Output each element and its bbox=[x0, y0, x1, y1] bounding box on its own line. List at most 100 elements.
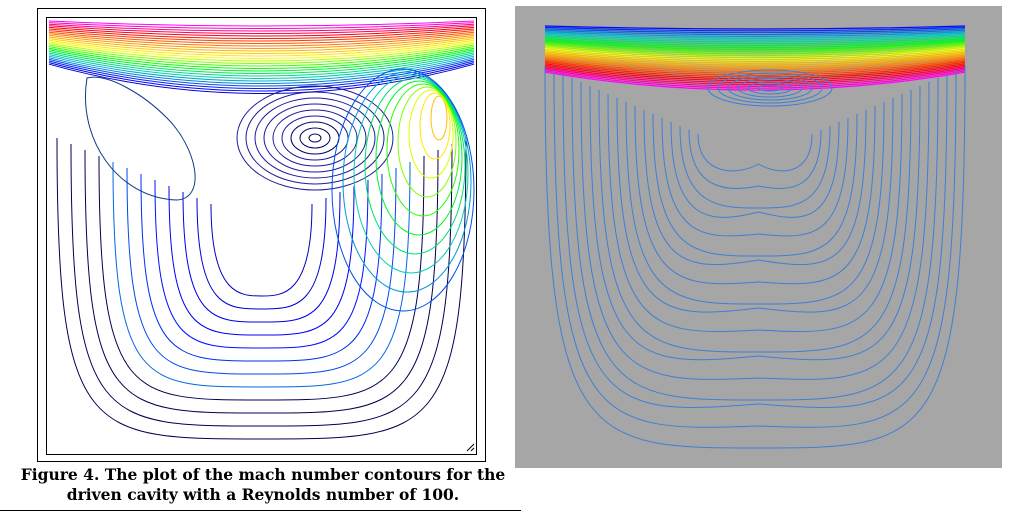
side-contour bbox=[408, 89, 454, 179]
contour-line bbox=[544, 35, 966, 43]
contour-line bbox=[607, 93, 903, 332]
vortex-contour bbox=[747, 81, 793, 95]
contour-line bbox=[544, 47, 966, 60]
left-contour-plot bbox=[46, 17, 477, 455]
contour-line bbox=[544, 54, 966, 69]
lobe-contour bbox=[85, 76, 196, 201]
contour-line bbox=[48, 20, 475, 27]
caption-line-2: driven cavity with a Reynolds number of … bbox=[66, 485, 460, 504]
contour-line bbox=[544, 71, 966, 91]
vortex-contour bbox=[254, 97, 376, 179]
side-contour bbox=[386, 83, 460, 217]
contour-line bbox=[544, 38, 966, 47]
caption-line-1: Figure 4. The plot of the mach number co… bbox=[20, 465, 506, 484]
contour-line bbox=[48, 42, 475, 62]
contour-line bbox=[48, 49, 475, 72]
contour-line bbox=[48, 60, 475, 89]
contour-line bbox=[70, 143, 453, 427]
contour-line bbox=[544, 60, 966, 76]
contour-line bbox=[544, 49, 966, 62]
contour-line bbox=[48, 23, 475, 32]
contour-line bbox=[48, 47, 475, 69]
contour-line bbox=[544, 42, 966, 52]
contour-line bbox=[48, 39, 475, 57]
vortex-contour bbox=[299, 127, 331, 149]
contour-line bbox=[544, 65, 966, 449]
contour-line bbox=[84, 149, 439, 414]
contour-line bbox=[544, 45, 966, 56]
contour-line bbox=[616, 97, 894, 313]
contour-line bbox=[196, 197, 327, 310]
contour-line bbox=[98, 155, 425, 401]
contour-line bbox=[48, 50, 475, 74]
contour-line bbox=[625, 101, 885, 305]
contour-line bbox=[652, 113, 858, 257]
contour-line bbox=[544, 68, 966, 87]
vortex-contour bbox=[308, 133, 322, 143]
contour-line bbox=[182, 191, 341, 323]
contour-line bbox=[168, 185, 355, 336]
contour-line bbox=[48, 46, 475, 67]
vortex-contour bbox=[707, 69, 833, 107]
contour-line bbox=[544, 29, 966, 36]
contour-line bbox=[48, 30, 475, 42]
contour-line bbox=[48, 54, 475, 79]
vortex-contour bbox=[757, 84, 783, 92]
contour-line bbox=[580, 81, 930, 380]
contour-line bbox=[544, 67, 966, 86]
vortex-contour bbox=[272, 109, 358, 167]
contour-line bbox=[544, 43, 966, 54]
vortex-contour bbox=[717, 72, 823, 104]
contour-line bbox=[544, 53, 966, 67]
figure-caption: Figure 4. The plot of the mach number co… bbox=[10, 465, 516, 505]
side-contour bbox=[419, 92, 451, 160]
contour-line bbox=[48, 31, 475, 44]
contour-line bbox=[48, 57, 475, 84]
vortex-contour bbox=[290, 121, 340, 155]
vortex-contour bbox=[727, 75, 813, 101]
contour-line bbox=[140, 173, 383, 362]
contour-line bbox=[544, 26, 966, 32]
contour-line bbox=[661, 117, 849, 237]
contour-line bbox=[697, 133, 813, 172]
contour-line bbox=[48, 33, 475, 47]
side-contour bbox=[331, 68, 475, 312]
contour-line bbox=[48, 58, 475, 87]
side-contour bbox=[375, 80, 463, 236]
side-contour bbox=[342, 71, 472, 293]
contour-line bbox=[544, 63, 966, 80]
contour-line bbox=[56, 137, 467, 440]
contour-line bbox=[679, 125, 831, 209]
contour-line bbox=[48, 34, 475, 49]
contour-line bbox=[670, 121, 840, 218]
contour-line bbox=[210, 203, 313, 297]
contour-line bbox=[544, 40, 966, 50]
contour-line bbox=[589, 85, 921, 361]
contour-line bbox=[544, 70, 966, 89]
contour-line bbox=[48, 44, 475, 64]
contour-line bbox=[634, 105, 876, 285]
vortex-contour bbox=[236, 85, 394, 191]
contour-line bbox=[544, 46, 966, 58]
vortex-contour bbox=[245, 91, 385, 185]
contour-line bbox=[544, 28, 966, 34]
resize-marker bbox=[466, 443, 475, 452]
contour-line bbox=[48, 55, 475, 82]
contour-line bbox=[553, 69, 957, 428]
contour-line bbox=[544, 50, 966, 63]
contour-line bbox=[48, 38, 475, 54]
contour-line bbox=[688, 129, 822, 189]
contour-line bbox=[48, 26, 475, 37]
contour-line bbox=[544, 36, 966, 45]
contour-line bbox=[126, 167, 397, 375]
contour-line bbox=[544, 39, 966, 49]
contour-line bbox=[48, 52, 475, 77]
contour-line bbox=[544, 64, 966, 82]
caption-rule bbox=[0, 510, 521, 511]
right-contour-svg bbox=[544, 25, 966, 449]
contour-line bbox=[112, 161, 411, 388]
contour-line bbox=[48, 41, 475, 59]
contour-line bbox=[544, 57, 966, 73]
contour-line bbox=[544, 25, 966, 30]
right-contour-lines bbox=[544, 25, 966, 449]
